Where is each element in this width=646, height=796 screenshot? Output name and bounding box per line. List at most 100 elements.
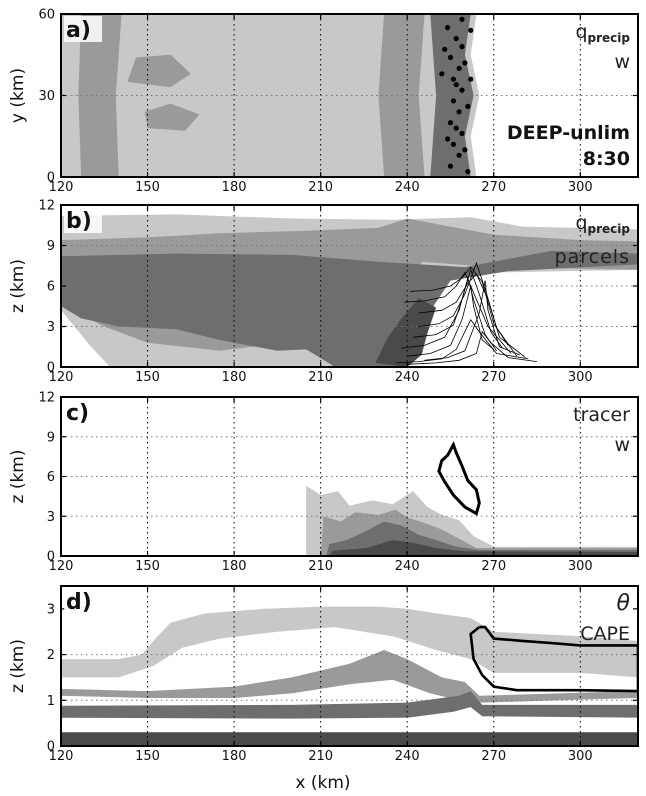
parcel-trajectory xyxy=(418,273,526,358)
w-marker xyxy=(459,44,465,50)
plot-area xyxy=(61,205,638,367)
shaded-region-light xyxy=(61,14,480,177)
panel-frame xyxy=(60,585,639,747)
field-label-subscript: precip xyxy=(588,31,631,45)
y-tick-label: 12 xyxy=(38,391,55,406)
y-tick-label: 3 xyxy=(47,320,55,335)
panel-d: 120 150 180 210 240 270 300 0 1 2 3 z (km) d) θ CAPE xyxy=(8,585,639,764)
parcel-trajectory xyxy=(407,331,538,365)
x-tick-label: 210 xyxy=(308,559,333,574)
w-marker xyxy=(447,163,454,169)
w-marker xyxy=(468,27,474,33)
field-label-secondary: w xyxy=(614,434,630,456)
panel-b: 120 150 180 210 240 270 300 0 3 6 9 12 z (km) b) qprec… xyxy=(8,199,639,385)
w-marker xyxy=(453,35,459,42)
w-marker xyxy=(462,60,468,66)
x-tick-label: 270 xyxy=(481,749,506,764)
w-marker xyxy=(445,136,451,142)
w-marker xyxy=(465,169,471,175)
x-tick-label: 150 xyxy=(135,180,160,195)
y-tick-label: 3 xyxy=(47,602,55,617)
w-marker xyxy=(439,71,445,77)
w-marker xyxy=(450,98,456,104)
cape-contour xyxy=(469,625,638,693)
w-marker xyxy=(453,125,459,131)
x-axis-label: x (km) xyxy=(295,773,350,793)
case-label: DEEP-unlim xyxy=(507,122,630,144)
x-tick-label: 270 xyxy=(481,180,506,195)
x-tick-label: 210 xyxy=(308,749,333,764)
w-marker xyxy=(459,130,465,137)
panel-label-backing xyxy=(64,588,102,614)
x-tick-label: 180 xyxy=(222,370,247,385)
x-tick-label: 300 xyxy=(568,370,593,385)
w-marker xyxy=(459,87,465,93)
plot-area xyxy=(61,14,638,177)
field-label-primary: tracer xyxy=(573,404,630,426)
x-tick-label: 300 xyxy=(568,559,593,574)
x-tick-label: 240 xyxy=(395,559,420,574)
parcel-trajectory xyxy=(410,266,518,357)
panel-c: 120 150 180 210 240 270 300 0 3 6 9 12 z (km) c) trace… xyxy=(8,391,639,574)
shaded-region-mid xyxy=(144,103,200,131)
x-tick-label: 210 xyxy=(308,370,333,385)
w-marker xyxy=(447,54,454,61)
w-marker xyxy=(450,141,456,147)
w-marker xyxy=(442,46,448,52)
x-tick-label: 240 xyxy=(395,370,420,385)
w-marker xyxy=(456,109,462,115)
x-tick-label: 270 xyxy=(481,559,506,574)
y-axis-label: z (km) xyxy=(8,639,28,693)
shaded-region-darker xyxy=(329,540,638,556)
shaded-region-mid xyxy=(78,14,122,177)
plot-area xyxy=(61,397,638,556)
w-marker xyxy=(459,16,465,22)
y-axis-label: y (km) xyxy=(8,68,28,123)
parcel-trajectory xyxy=(407,285,495,357)
y-tick-label: 6 xyxy=(47,280,55,295)
y-tick-label: 2 xyxy=(47,648,55,663)
w-marker xyxy=(456,65,462,71)
field-label-subscript: precip xyxy=(588,222,631,236)
x-tick-label: 180 xyxy=(222,180,247,195)
x-tick-label: 180 xyxy=(222,559,247,574)
field-label-qprecip: qprecip xyxy=(575,21,630,45)
y-tick-label: 60 xyxy=(38,8,55,23)
y-tick-label: 0 xyxy=(47,361,55,376)
panel-label: c) xyxy=(66,401,89,426)
y-tick-label: 1 xyxy=(47,694,55,709)
shaded-region-darker xyxy=(375,298,437,367)
x-tick-label: 270 xyxy=(481,370,506,385)
y-axis-label: z (km) xyxy=(8,259,28,313)
shaded-region-dark xyxy=(61,250,638,367)
x-tick-label: 120 xyxy=(49,370,74,385)
y-tick-label: 12 xyxy=(38,199,55,214)
time-label: 8:30 xyxy=(583,148,630,170)
panel-label-backing xyxy=(64,399,102,425)
w-contour xyxy=(437,441,481,516)
field-label-primary: θ xyxy=(617,591,631,616)
parcel-trajectory xyxy=(412,268,503,349)
w-marker xyxy=(468,76,474,82)
y-tick-label: 9 xyxy=(47,430,55,445)
x-tick-label: 120 xyxy=(49,749,74,764)
y-tick-label: 9 xyxy=(47,239,55,254)
x-tick-label: 120 xyxy=(49,180,74,195)
parcel-trajectory xyxy=(424,280,520,361)
x-tick-label: 240 xyxy=(395,749,420,764)
y-tick-label: 6 xyxy=(47,470,55,485)
w-marker xyxy=(445,25,451,31)
w-marker xyxy=(450,76,456,82)
y-tick-label: 3 xyxy=(47,510,55,525)
parcel-trajectory xyxy=(395,319,529,364)
x-tick-label: 210 xyxy=(308,180,333,195)
y-tick-label: 0 xyxy=(47,550,55,565)
y-tick-label: 0 xyxy=(47,171,55,186)
w-marker xyxy=(447,120,454,126)
panel-label: a) xyxy=(66,18,91,43)
shaded-region-mid xyxy=(61,650,638,703)
x-tick-label: 150 xyxy=(135,749,160,764)
w-marker xyxy=(462,147,468,153)
x-tick-label: 240 xyxy=(395,180,420,195)
